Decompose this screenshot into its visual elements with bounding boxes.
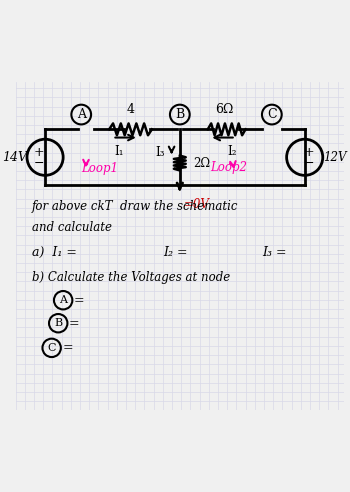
Text: +: + — [34, 146, 44, 159]
Text: Loop1: Loop1 — [81, 162, 118, 175]
Text: C: C — [267, 108, 276, 121]
Text: C: C — [47, 343, 56, 353]
Text: −: − — [303, 157, 314, 170]
Text: +: + — [303, 146, 314, 159]
Text: and calculate: and calculate — [32, 221, 112, 234]
Text: for above ckT  draw the schematic: for above ckT draw the schematic — [32, 200, 238, 213]
Text: =0V: =0V — [184, 198, 210, 211]
Text: I₂: I₂ — [228, 145, 237, 158]
Text: b) Calculate the Voltages at node: b) Calculate the Voltages at node — [32, 271, 230, 284]
Text: =: = — [74, 294, 85, 307]
Text: I₃: I₃ — [155, 146, 165, 159]
Text: 14V: 14V — [2, 151, 27, 164]
Text: A: A — [59, 295, 67, 305]
Text: B: B — [175, 108, 184, 121]
Text: a)  I₁ =: a) I₁ = — [32, 246, 77, 259]
Text: I₃ =: I₃ = — [262, 246, 287, 259]
Text: 12V: 12V — [323, 151, 346, 164]
Text: 6Ω: 6Ω — [215, 102, 233, 116]
Text: =: = — [69, 317, 80, 330]
Text: I₂ =: I₂ = — [163, 246, 188, 259]
Text: Loop2: Loop2 — [211, 161, 247, 174]
Text: I₁: I₁ — [114, 145, 124, 158]
Text: 2Ω: 2Ω — [193, 156, 210, 170]
Text: =: = — [63, 341, 73, 354]
Text: −: − — [34, 157, 44, 170]
Text: B: B — [54, 318, 62, 328]
Text: A: A — [77, 108, 86, 121]
Text: 4: 4 — [127, 102, 134, 116]
